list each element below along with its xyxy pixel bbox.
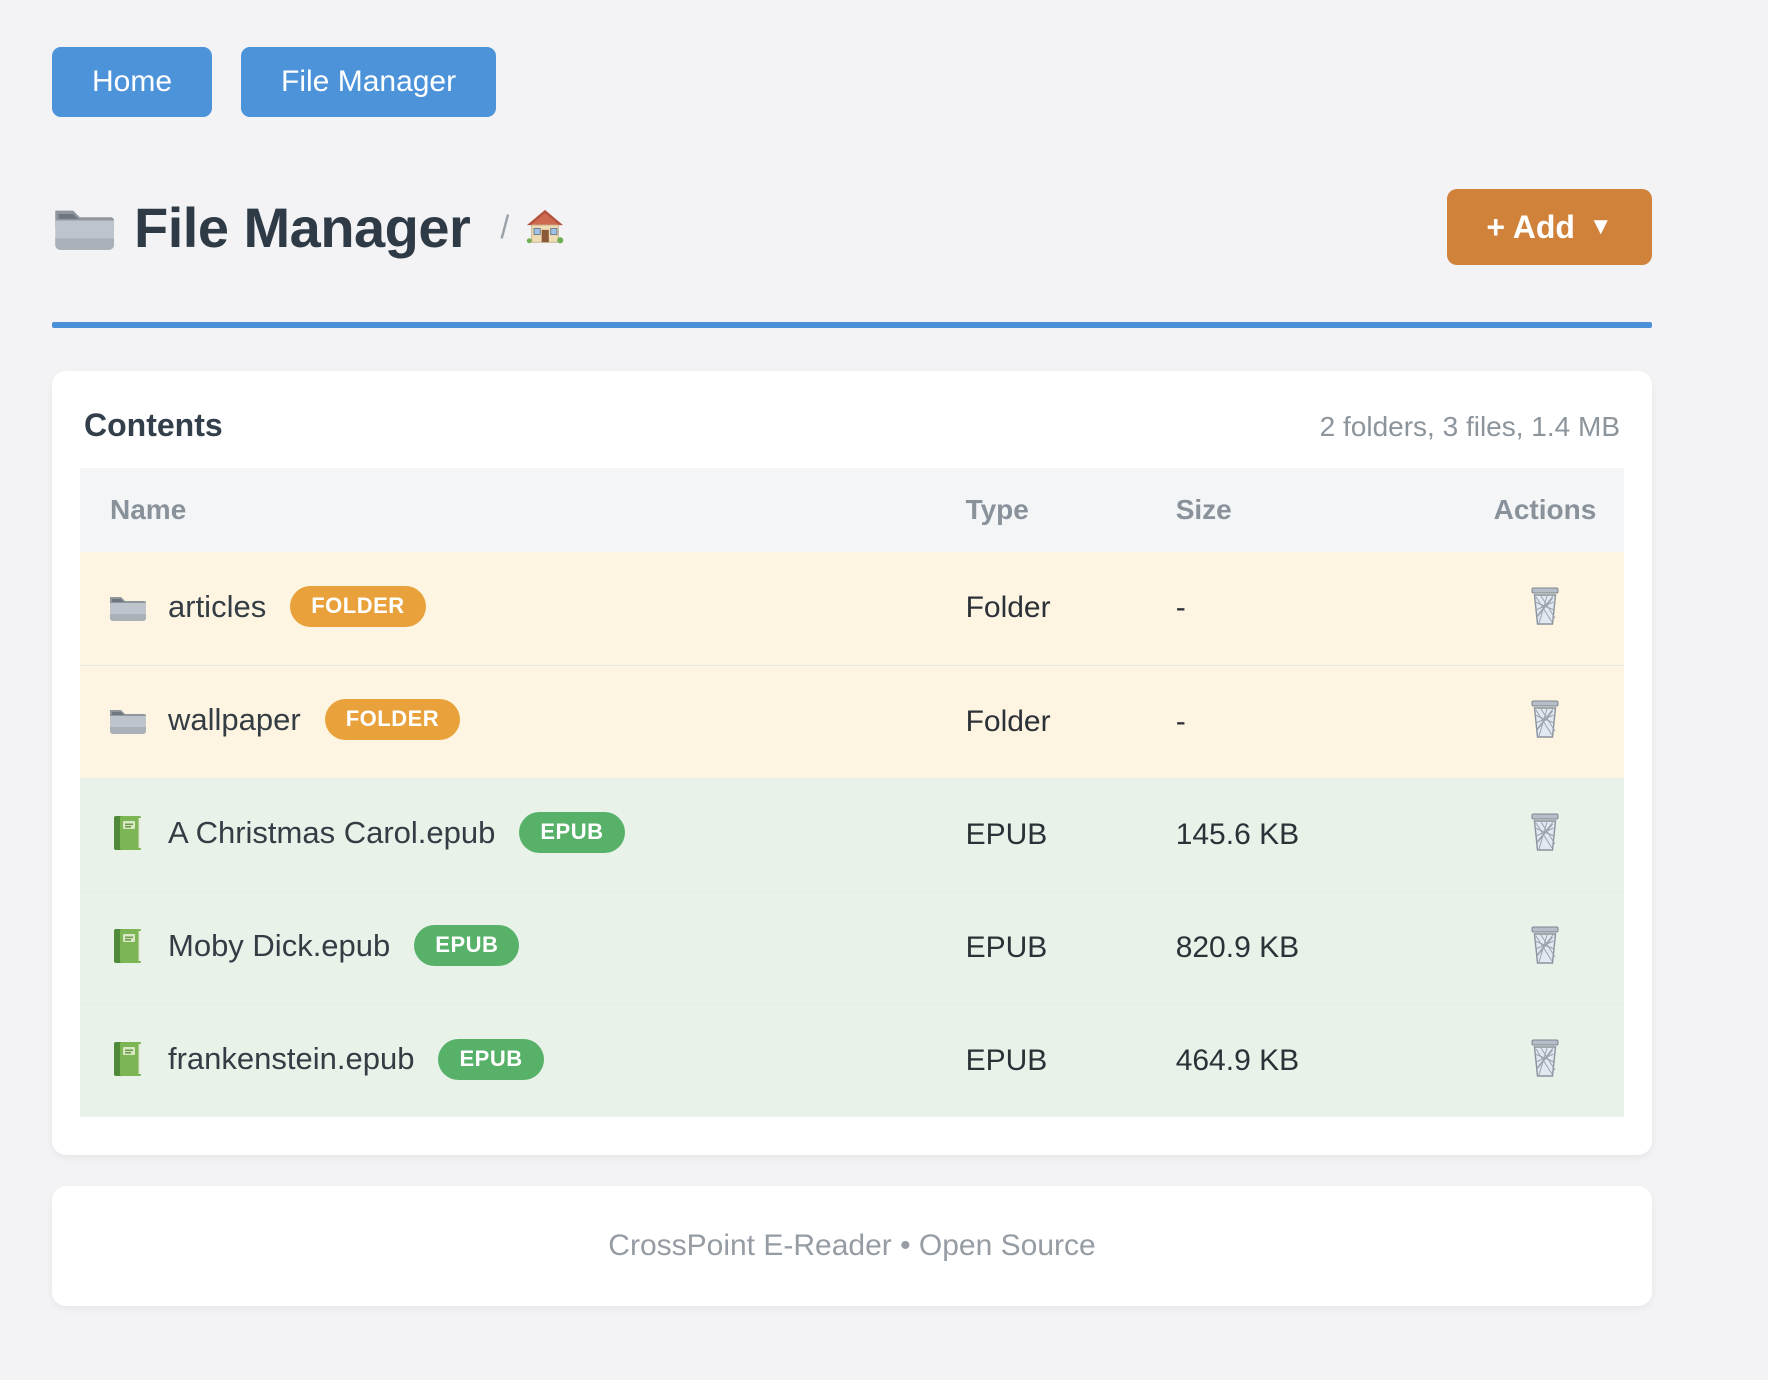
size-cell: 464.9 KB [1176,1004,1466,1117]
book-icon [108,814,146,852]
file-name-link[interactable]: articles FOLDER [108,586,426,627]
table-row: wallpaper FOLDER Folder - [80,665,1624,778]
breadcrumb: / [500,209,509,246]
column-header-name: Name [80,468,966,552]
size-cell: 820.9 KB [1176,891,1466,1004]
folder-icon [108,588,146,626]
trash-icon [1527,1038,1563,1078]
type-badge: FOLDER [290,586,425,627]
trash-icon [1527,925,1563,965]
column-header-type: Type [966,468,1176,552]
nav-button-home[interactable]: Home [52,47,212,117]
type-badge: FOLDER [325,699,460,740]
size-cell: - [1176,665,1466,778]
trash-icon [1527,699,1563,739]
house-icon[interactable] [525,208,565,246]
size-cell: 145.6 KB [1176,778,1466,891]
page: Home File Manager File Manager / + Add ▼… [52,0,1652,1306]
column-header-size: Size [1176,468,1466,552]
delete-button[interactable] [1527,812,1563,852]
delete-button[interactable] [1527,699,1563,739]
title-underline [52,322,1652,328]
folder-icon [52,199,114,255]
chevron-down-icon: ▼ [1589,213,1613,241]
file-name-link[interactable]: Moby Dick.epub EPUB [108,925,519,966]
type-cell: Folder [966,665,1176,778]
contents-card: Contents 2 folders, 3 files, 1.4 MB Name… [52,371,1652,1155]
type-cell: EPUB [966,891,1176,1004]
book-icon [108,927,146,965]
trash-icon [1527,812,1563,852]
folder-icon [108,701,146,739]
footer-text: CrossPoint E-Reader • Open Source [608,1229,1095,1263]
table-row: frankenstein.epub EPUB EPUB 464.9 KB [80,1004,1624,1117]
nav-button-file-manager[interactable]: File Manager [241,47,496,117]
house-icon [525,208,565,246]
add-button[interactable]: + Add ▼ [1447,189,1652,265]
type-cell: EPUB [966,1004,1176,1117]
type-badge: EPUB [438,1039,543,1080]
footer: CrossPoint E-Reader • Open Source [52,1186,1652,1306]
size-cell: - [1176,552,1466,665]
type-cell: EPUB [966,778,1176,891]
top-nav: Home File Manager [52,0,1652,117]
type-badge: EPUB [414,925,519,966]
file-name-link[interactable]: A Christmas Carol.epub EPUB [108,812,625,853]
folder-icon [52,199,114,255]
table-row: articles FOLDER Folder - [80,552,1624,665]
delete-button[interactable] [1527,925,1563,965]
delete-button[interactable] [1527,1038,1563,1078]
file-table: Name Type Size Actions articles FOLDER F… [80,468,1624,1117]
file-name-link[interactable]: frankenstein.epub EPUB [108,1039,544,1080]
page-header: File Manager / + Add ▼ [52,187,1652,267]
table-row: Moby Dick.epub EPUB EPUB 820.9 KB [80,891,1624,1004]
type-badge: EPUB [519,812,624,853]
file-name-link[interactable]: wallpaper FOLDER [108,699,460,740]
type-cell: Folder [966,552,1176,665]
delete-button[interactable] [1527,586,1563,626]
table-header-row: Name Type Size Actions [80,468,1624,552]
book-icon [108,1040,146,1078]
trash-icon [1527,586,1563,626]
column-header-actions: Actions [1466,468,1624,552]
page-title: File Manager [134,195,470,260]
contents-heading: Contents [84,407,223,444]
add-button-label: + Add [1486,209,1575,246]
table-row: A Christmas Carol.epub EPUB EPUB 145.6 K… [80,778,1624,891]
contents-summary: 2 folders, 3 files, 1.4 MB [1320,411,1620,443]
